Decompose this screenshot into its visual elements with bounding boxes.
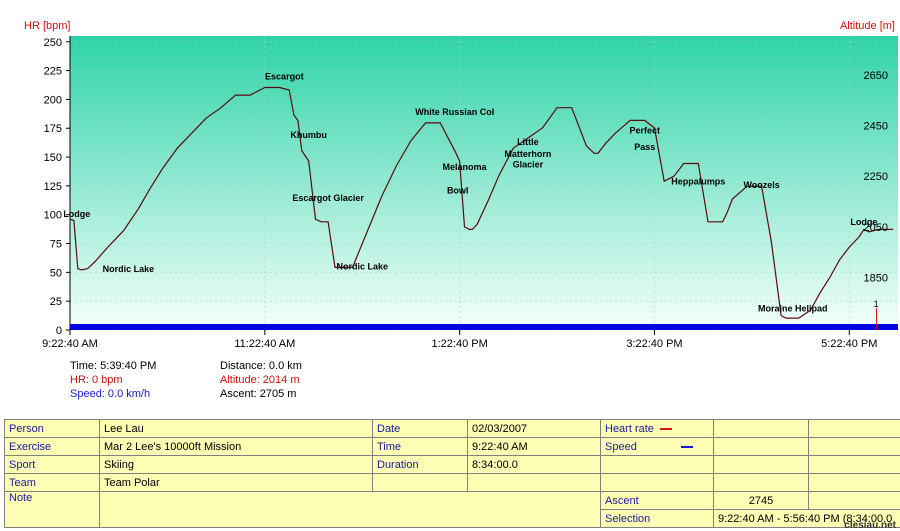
waypoint-label: Nordic Lake bbox=[103, 264, 155, 274]
waypoint-label: Glacier bbox=[513, 160, 544, 170]
ascent-value: 2745 bbox=[713, 491, 809, 510]
readout-hr: HR: 0 bpm bbox=[70, 374, 123, 386]
hr-tick-label: 250 bbox=[44, 37, 62, 49]
time-value[interactable]: 9:22:40 AM bbox=[467, 437, 601, 456]
readout-right: Distance: 0.0 km Altitude: 2014 m Ascent… bbox=[220, 359, 302, 401]
time-tick-label: 3:22:40 PM bbox=[626, 338, 682, 350]
speed-value bbox=[713, 437, 809, 456]
note-value[interactable] bbox=[99, 491, 601, 528]
date-label: Date bbox=[372, 419, 468, 438]
waypoint-label: White Russian Col bbox=[415, 107, 494, 117]
readout-time: Time: 5:39:40 PM bbox=[70, 360, 157, 372]
speed-legend-swatch bbox=[680, 445, 693, 448]
ascent-label: Ascent bbox=[600, 491, 714, 510]
waypoint-label: Woozels bbox=[743, 180, 779, 190]
hr-altitude-chart: 1 0 25 50 75 100 125 150 175 200 225 250 1850 2050 2… bbox=[24, 20, 898, 350]
waypoint-label: Lodge bbox=[850, 217, 877, 227]
hr-tick-label: 200 bbox=[44, 94, 62, 106]
plot-area[interactable] bbox=[70, 36, 898, 330]
waypoint-label: Matterhorn bbox=[504, 149, 551, 159]
readout-speed: Speed: 0.0 km/h bbox=[70, 388, 151, 400]
altitude-tick-label: 2650 bbox=[864, 70, 888, 82]
table-row: Exercise Mar 2 Lee's 10000ft Mission Tim… bbox=[4, 437, 900, 456]
table-row: Selection 9:22:40 AM - 5:56:40 PM (8:34:… bbox=[5, 509, 900, 528]
duration-value[interactable]: 8:34:00.0 bbox=[467, 455, 601, 474]
sport-value[interactable]: Skiing bbox=[99, 455, 373, 474]
waypoint-label: Escargot Glacier bbox=[292, 193, 364, 203]
waypoint-label: Bowl bbox=[447, 186, 469, 196]
hr-axis-title: HR [bpm] bbox=[24, 20, 70, 32]
date-value[interactable]: 02/03/2007 bbox=[467, 419, 601, 438]
hr-tick-label: 175 bbox=[44, 123, 62, 135]
speed-label: Speed bbox=[600, 437, 714, 456]
waypoint-label: Melanoma bbox=[443, 162, 488, 172]
hr-tick-label: 25 bbox=[50, 296, 62, 308]
team-label: Team bbox=[4, 473, 100, 492]
note-label: Note bbox=[4, 491, 100, 528]
altitude-axis-ticks: 1850 2050 2250 2450 2650 bbox=[864, 70, 888, 285]
person-label: Person bbox=[4, 419, 100, 438]
altitude-tick-label: 2450 bbox=[864, 120, 888, 132]
readout-left: Time: 5:39:40 PM HR: 0 bpm Speed: 0.0 km… bbox=[70, 359, 156, 401]
hr-tick-label: 0 bbox=[56, 325, 62, 337]
waypoint-label: Moraine Helipad bbox=[758, 303, 828, 313]
waypoint-label: Lodge bbox=[63, 209, 90, 219]
cursor-marker-label: 1 bbox=[874, 299, 879, 309]
waypoint-label: Pass bbox=[634, 142, 655, 152]
table-row: Team Team Polar bbox=[4, 473, 900, 492]
selection-label: Selection bbox=[600, 509, 714, 528]
exercise-info-table: Person Lee Lau Date 02/03/2007 Heart rat… bbox=[4, 419, 900, 528]
hr-tick-label: 50 bbox=[50, 267, 62, 279]
selection-value: 9:22:40 AM - 5:56:40 PM (8:34:00.0 bbox=[713, 509, 900, 528]
exercise-label: Exercise bbox=[4, 437, 100, 456]
table-row: Person Lee Lau Date 02/03/2007 Heart rat… bbox=[4, 419, 900, 438]
table-row: Sport Skiing Duration 8:34:00.0 bbox=[4, 455, 900, 474]
duration-label: Duration bbox=[372, 455, 468, 474]
speed-baseline-bar bbox=[70, 324, 898, 330]
person-value[interactable]: Lee Lau bbox=[99, 419, 373, 438]
altitude-tick-label: 2050 bbox=[864, 222, 888, 234]
altitude-axis-title: Altitude [m] bbox=[840, 20, 895, 32]
time-tick-label: 9:22:40 AM bbox=[42, 338, 98, 350]
waypoint-label: Khumbu bbox=[290, 130, 327, 140]
team-value[interactable]: Team Polar bbox=[99, 473, 373, 492]
readout-distance: Distance: 0.0 km bbox=[220, 360, 302, 372]
waypoint-annotations: Lodge Nordic Lake Escargot Khumbu Escargot G… bbox=[63, 71, 877, 313]
watermark: clesiau.net bbox=[844, 520, 896, 531]
time-tick-label: 1:22:40 PM bbox=[432, 338, 488, 350]
heart-rate-value bbox=[713, 419, 809, 438]
readout-altitude: Altitude: 2014 m bbox=[220, 374, 300, 386]
time-axis-ticks: 9:22:40 AM 11:22:40 AM 1:22:40 PM 3:22:40 P… bbox=[42, 330, 877, 350]
hr-tick-label: 100 bbox=[44, 210, 62, 222]
hr-axis-ticks: 0 25 50 75 100 125 150 175 200 225 250 bbox=[44, 37, 70, 337]
altitude-tick-label: 2250 bbox=[864, 171, 888, 183]
altitude-line bbox=[69, 86, 894, 319]
time-label: Time bbox=[372, 437, 468, 456]
exercise-value[interactable]: Mar 2 Lee's 10000ft Mission bbox=[99, 437, 373, 456]
readout-ascent: Ascent: 2705 m bbox=[220, 388, 297, 400]
waypoint-label: Heppalumps bbox=[671, 176, 725, 186]
hr-legend-swatch bbox=[659, 427, 672, 430]
hr-tick-label: 75 bbox=[50, 239, 62, 251]
time-tick-label: 5:22:40 PM bbox=[821, 338, 877, 350]
time-tick-label: 11:22:40 AM bbox=[234, 338, 295, 350]
waypoint-label: Perfect bbox=[629, 126, 660, 136]
hr-tick-label: 125 bbox=[44, 181, 62, 193]
sport-label: Sport bbox=[4, 455, 100, 474]
altitude-tick-label: 1850 bbox=[864, 273, 888, 285]
hr-tick-label: 225 bbox=[44, 66, 62, 78]
table-row: Note Ascent 2745 bbox=[4, 491, 900, 528]
waypoint-label: Escargot bbox=[265, 71, 304, 81]
hr-tick-label: 150 bbox=[44, 152, 62, 164]
waypoint-label: Nordic Lake bbox=[336, 262, 388, 272]
waypoint-label: Little bbox=[517, 137, 539, 147]
heart-rate-label: Heart rate bbox=[600, 419, 714, 438]
